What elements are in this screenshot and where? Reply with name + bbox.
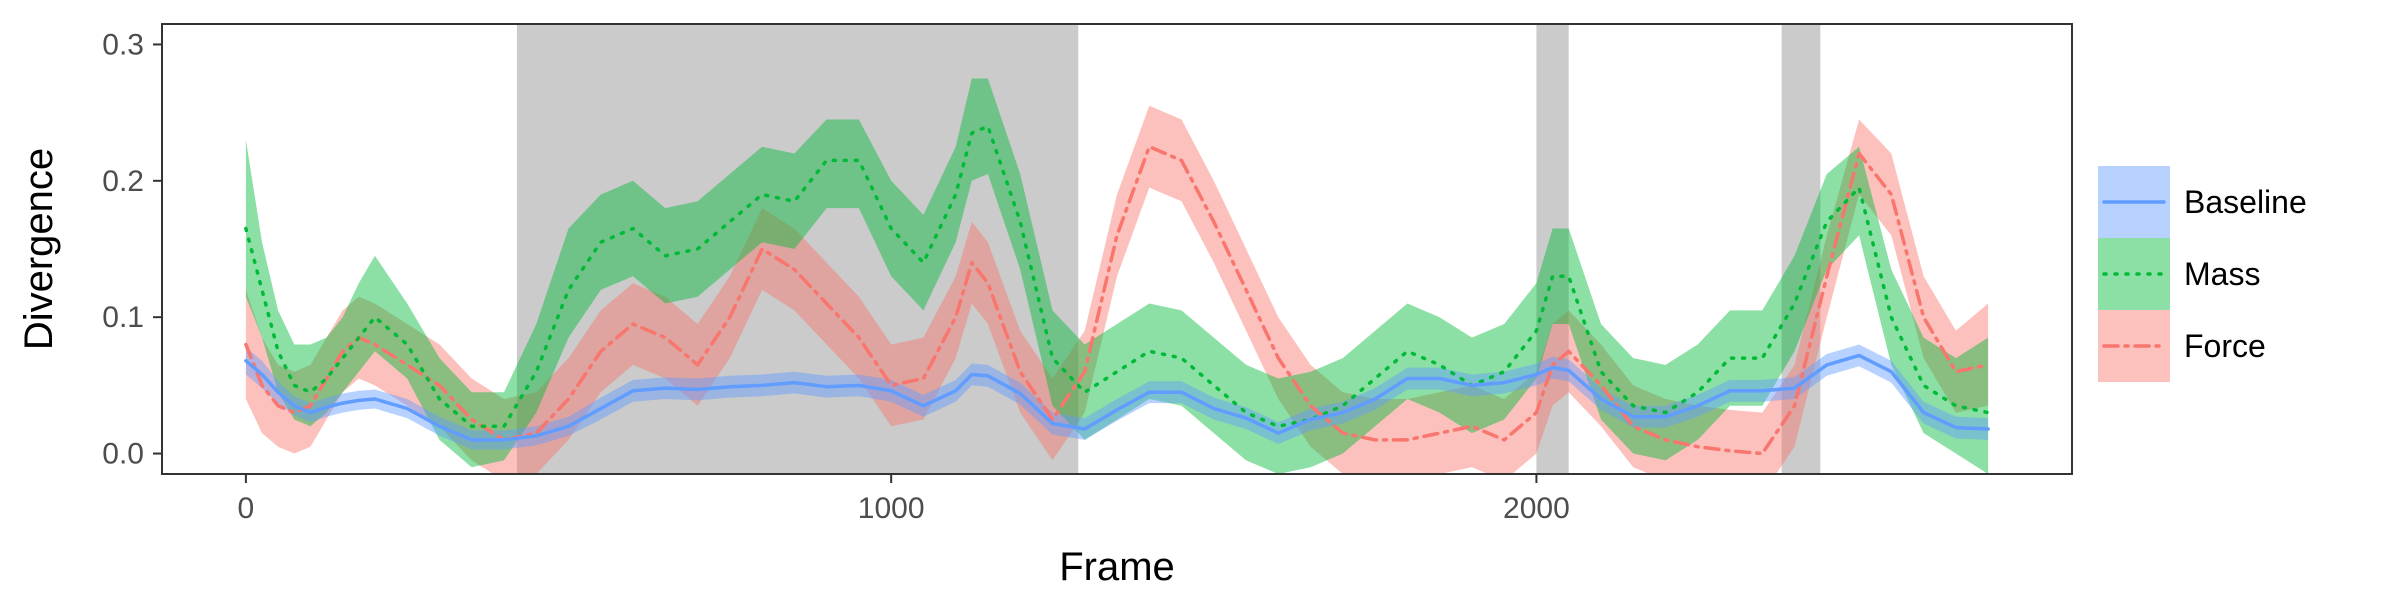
force-line bbox=[244, 144, 1990, 456]
plot-background bbox=[162, 24, 2072, 474]
series-lines bbox=[244, 124, 1990, 456]
y-tick-label: 0.1 bbox=[102, 301, 144, 334]
y-tick-label: 0.3 bbox=[102, 28, 144, 61]
shaded-regions bbox=[516, 24, 1821, 474]
y-axis: 0.0 0.1 0.2 0.3 bbox=[102, 28, 162, 471]
confidence-bands bbox=[245, 78, 1989, 474]
x-axis-label: Frame bbox=[1059, 545, 1175, 589]
shaded-region-1 bbox=[516, 24, 1079, 474]
x-axis: 0 1000 2000 bbox=[238, 474, 1570, 525]
baseline-line bbox=[244, 353, 1990, 442]
x-tick-label: 1000 bbox=[858, 492, 925, 525]
y-axis-label: Divergence bbox=[17, 148, 61, 350]
y-tick-label: 0.0 bbox=[102, 438, 144, 471]
legend-label-mass: Mass bbox=[2184, 256, 2260, 292]
mass-line bbox=[244, 124, 1990, 429]
shaded-region-2 bbox=[1536, 24, 1569, 474]
force-confidence-band bbox=[245, 105, 1989, 474]
plot-border bbox=[161, 23, 2073, 475]
mass-confidence-band bbox=[245, 78, 1989, 474]
legend-key-force bbox=[2098, 310, 2170, 382]
x-tick-label: 2000 bbox=[1503, 492, 1570, 525]
legend-label-baseline: Baseline bbox=[2184, 184, 2307, 220]
legend-key-mass bbox=[2098, 238, 2170, 310]
shaded-region-3 bbox=[1781, 24, 1821, 474]
y-tick-label: 0.2 bbox=[102, 165, 144, 198]
x-tick-label: 0 bbox=[238, 492, 255, 525]
baseline-confidence-band bbox=[245, 344, 1989, 450]
legend-label-force: Force bbox=[2184, 328, 2266, 364]
legend: Baseline Mass Force bbox=[2098, 166, 2307, 382]
legend-key-baseline bbox=[2098, 166, 2170, 238]
